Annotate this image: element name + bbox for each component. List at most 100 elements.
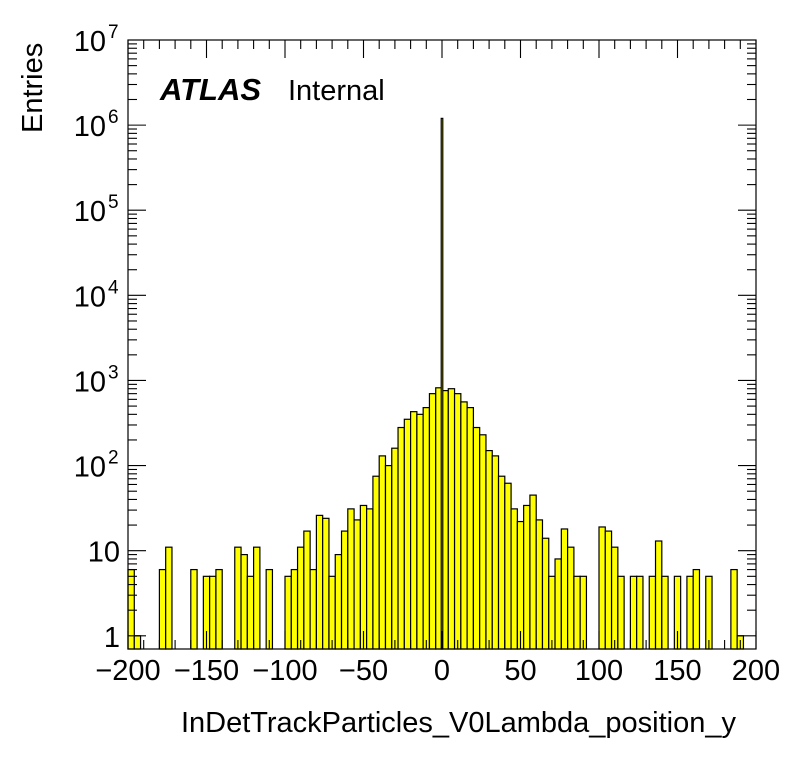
x-tick-label: −50 <box>339 655 388 687</box>
y-tick-label: 10 <box>74 196 106 228</box>
histogram-bar <box>403 418 412 650</box>
histogram-bar <box>560 528 569 650</box>
histogram-bar <box>315 514 324 650</box>
histogram-bar <box>391 447 399 650</box>
atlas-label: ATLAS <box>159 72 261 107</box>
histogram-bar <box>190 568 198 650</box>
histogram-bar <box>328 575 336 650</box>
histogram-bar <box>692 568 701 650</box>
histogram-bar <box>165 546 173 650</box>
histogram-bar <box>617 575 625 650</box>
x-tick-label: 150 <box>653 655 701 687</box>
y-tick-exponent: 7 <box>108 22 119 43</box>
histogram-bar <box>579 575 588 650</box>
histogram-bar <box>416 413 424 650</box>
histogram-bar <box>209 575 217 650</box>
x-tick-labels: −200 −150 −100 −50 0 50 100 150 200 <box>95 655 780 687</box>
y-tick-exponent: 4 <box>108 277 119 298</box>
y-tick-label: 10 <box>88 537 120 569</box>
histogram-bar <box>661 575 669 650</box>
histogram-bar <box>554 558 562 650</box>
y-tick-exponent: 2 <box>108 448 119 469</box>
histogram-bar <box>340 530 349 650</box>
histogram-bar <box>447 388 456 650</box>
x-tick-label: 100 <box>575 655 623 687</box>
histogram-bar <box>158 568 167 650</box>
histogram-bar <box>353 519 361 650</box>
x-tick-label: −200 <box>95 655 160 687</box>
y-tick-exponent: 5 <box>108 192 119 213</box>
histogram-bar <box>529 494 537 650</box>
histogram-bar <box>453 393 462 650</box>
histogram-bar <box>460 401 468 650</box>
y-tick-label: 10 <box>74 111 106 143</box>
histogram-bar <box>636 575 644 650</box>
histogram-bar <box>535 519 544 650</box>
histogram-bar <box>296 546 305 650</box>
histogram-bar <box>566 546 575 650</box>
histogram-bar <box>366 508 374 650</box>
histogram-bar <box>504 482 512 650</box>
histogram-bar <box>629 575 638 650</box>
histogram-bar <box>541 537 550 650</box>
x-tick-label: 50 <box>504 655 536 687</box>
histogram-bar <box>479 434 487 650</box>
histogram-bar <box>548 575 556 650</box>
histogram-bar <box>334 553 343 650</box>
histogram-bar <box>472 426 481 650</box>
histogram-bar <box>491 455 500 650</box>
histogram-bar <box>309 568 317 650</box>
histogram-bar <box>284 575 292 650</box>
y-tick-exponent: 6 <box>108 107 119 128</box>
histogram-bar <box>654 540 663 650</box>
peak-layer <box>440 117 444 650</box>
histogram-bar <box>573 575 581 650</box>
internal-label: Internal <box>288 75 385 107</box>
y-tick-label: 10 <box>74 452 106 484</box>
histogram-bar <box>523 504 531 650</box>
histogram-bar <box>372 475 380 650</box>
histogram-bar <box>410 411 418 650</box>
histogram-bar <box>466 406 474 650</box>
histogram-bar <box>133 635 142 650</box>
x-tick-label: −150 <box>174 655 239 687</box>
histogram-bar <box>604 530 613 650</box>
histogram-bars <box>127 387 745 650</box>
histogram-bar <box>428 393 437 650</box>
histogram-bar <box>234 546 242 650</box>
histogram-bar <box>422 406 431 650</box>
histogram-bar <box>359 504 368 650</box>
histogram-bar <box>322 517 330 650</box>
x-tick-label: 200 <box>732 655 780 687</box>
histogram-bar <box>240 553 248 650</box>
histogram-bar <box>290 568 299 650</box>
histogram-bar <box>648 575 657 650</box>
axis-ticks <box>127 39 757 649</box>
histogram-peak-bar <box>440 117 444 650</box>
y-tick-label: 1 <box>104 622 120 654</box>
histogram-bar <box>303 530 311 650</box>
y-tick-exponent: 3 <box>108 362 119 383</box>
histogram-bar <box>516 520 525 650</box>
y-axis-label: Entries <box>17 43 49 133</box>
histogram-bar <box>127 568 135 650</box>
histogram-bar <box>610 546 619 650</box>
histogram-bar <box>705 575 713 650</box>
histogram-bar <box>686 575 694 650</box>
histogram-bar <box>347 508 355 650</box>
histogram-bar <box>246 575 255 650</box>
y-tick-label: 10 <box>74 366 106 398</box>
x-axis-label: InDetTrackParticles_V0Lambda_position_y <box>181 707 737 739</box>
histogram-bar <box>384 464 393 650</box>
y-tick-label: 10 <box>74 26 106 58</box>
histogram-bar <box>485 449 493 650</box>
histogram-bar <box>378 455 387 650</box>
histogram-bar <box>730 568 738 650</box>
histogram-bar <box>397 426 405 650</box>
x-tick-label: −100 <box>252 655 317 687</box>
histogram-bar <box>215 568 223 650</box>
histogram-bar <box>497 475 506 650</box>
histogram-bar <box>253 546 261 650</box>
